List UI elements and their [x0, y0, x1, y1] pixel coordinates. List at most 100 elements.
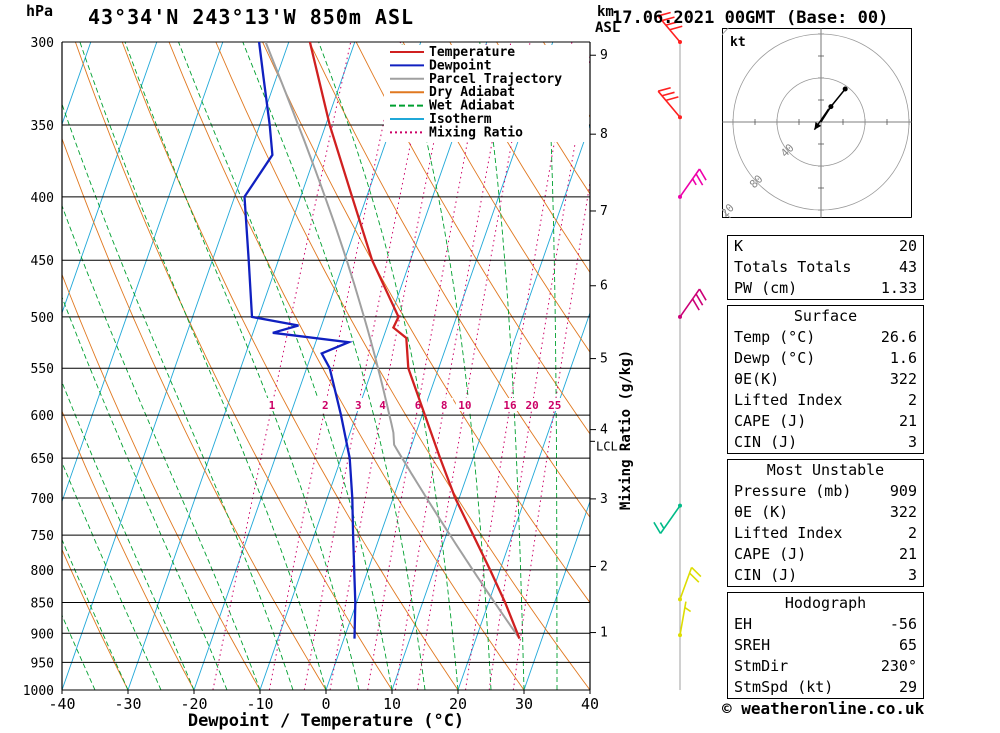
chart-text: ASL [595, 20, 620, 36]
chart-text: 8 [600, 127, 608, 142]
stat-label: CAPE (J) [734, 412, 807, 430]
stat-row: Lifted Index 2 [734, 390, 917, 411]
dry-adiabat-line [637, 42, 715, 690]
mixing-ratio-label-bg [349, 398, 368, 412]
chart-text: 850 [31, 597, 54, 612]
stat-value: 322 [889, 370, 917, 388]
chart-text: Dry Adiabat [429, 85, 515, 100]
stats-table: Hodograph EH -56 SREH 65 StmDir 230° StmSpd (kt… [727, 592, 924, 699]
stat-label: CAPE (J) [734, 545, 807, 563]
stat-value: 3 [907, 433, 917, 451]
chart-text: -40 [48, 695, 75, 713]
stat-label: θE (K) [734, 503, 789, 521]
temperature-line [308, 42, 521, 640]
stat-label: Lifted Index [734, 524, 843, 542]
stat-label: PW (cm) [734, 279, 798, 297]
skewt-chart: 1 2 3 4 6 8 10 16 20 25TemperatureDewpointParcel … [23, 2, 715, 731]
mixing-ratio-label-bg [501, 398, 520, 412]
chart-text: 6 [415, 399, 422, 412]
isotherm-line [391, 122, 590, 690]
stats-table-title: Most Unstable [766, 461, 885, 479]
stat-row: Totals Totals 43 [734, 257, 917, 278]
chart-text: 1 [269, 399, 276, 412]
stats-panel: K 20 Totals Totals 43 PW (cm) 1.33 Surface Temp… [727, 235, 924, 704]
chart-text: Mixing Ratio [429, 125, 523, 140]
mixing-ratio-label-bg [262, 398, 281, 412]
chart-text: -20 [180, 695, 207, 713]
stat-label: SREH [734, 636, 771, 654]
stat-value: -56 [889, 615, 917, 633]
chart-text: -30 [114, 695, 141, 713]
chart-text: 300 [31, 36, 54, 51]
mixing-ratio-label-bg [455, 398, 474, 412]
dry-adiabat-line [62, 410, 195, 690]
chart-text: 40 [581, 695, 599, 713]
chart-text: 1 [600, 626, 608, 641]
stat-value: 909 [889, 482, 917, 500]
stat-value: 43 [898, 258, 917, 276]
wind-barb [679, 288, 701, 318]
stat-value: 3 [907, 566, 917, 584]
chart-text: 800 [31, 564, 54, 579]
chart-text: 10 [383, 695, 401, 713]
chart-text: 20 [526, 399, 539, 412]
chart-text: Dewpoint [429, 58, 492, 73]
axis-labels: hPa3003504004505005506006507007508008509… [23, 2, 634, 731]
mixing-ratio-label-bg [435, 398, 454, 412]
stats-table-title: Surface [793, 307, 858, 325]
dry-adiabat-line [62, 548, 129, 690]
chart-text: Parcel Trajectory [429, 72, 562, 87]
chart-text: 650 [31, 452, 54, 467]
wet-adiabat-line [178, 42, 393, 690]
stat-label: Lifted Index [734, 391, 843, 409]
hodograph-ring [776, 77, 866, 167]
chart-text: 6 [600, 279, 608, 294]
chart-text: 9 [600, 48, 608, 63]
wet-adiabat-line [546, 42, 558, 690]
wind-barb [657, 15, 681, 43]
isotherm-line [259, 42, 488, 690]
stat-row: CIN (J) 3 [734, 432, 917, 453]
chart-text: km [597, 4, 614, 20]
stat-row: StmDir 230° [734, 656, 917, 677]
stat-row: Lifted Index 2 [734, 523, 917, 544]
chart-text: 400 [31, 191, 54, 206]
chart-text: 950 [31, 656, 54, 671]
isotherm-line [193, 42, 422, 690]
dewpoint-line [243, 42, 357, 639]
chart-text: LCL [596, 439, 618, 453]
chart-text: Mixing Ratio (g/kg) [618, 350, 634, 510]
chart-text: hPa [26, 2, 53, 20]
chart-text: 350 [31, 119, 54, 134]
stat-label: CIN (J) [734, 566, 798, 584]
chart-text: 10 [458, 399, 471, 412]
chart-text: 600 [31, 409, 54, 424]
stat-value: 20 [898, 237, 917, 255]
stats-table: Most Unstable Pressure (mb) 909 θE (K) 322 Li… [727, 459, 924, 587]
chart-text: 750 [31, 529, 54, 544]
wind-barbs [653, 11, 707, 690]
stat-value: 230° [880, 657, 917, 675]
wet-adiabat-line [62, 538, 129, 690]
stat-value: 29 [898, 678, 917, 696]
chart-text: Wet Adiabat [429, 99, 515, 114]
wind-barb [679, 168, 701, 198]
copyright: © weatheronline.co.uk [722, 699, 925, 718]
chart-text: 3 [355, 399, 362, 412]
stat-label: StmSpd (kt) [734, 678, 834, 696]
stat-label: CIN (J) [734, 433, 798, 451]
chart-text: 4 [600, 423, 608, 438]
parcel-trajectory-line [264, 42, 521, 640]
stat-value: 1.6 [889, 349, 917, 367]
isotherm-line [62, 42, 158, 315]
chart-text: 700 [31, 492, 54, 507]
chart-text: 3 [600, 492, 608, 507]
chart-text: 5 [600, 352, 608, 367]
chart-text: 500 [31, 311, 54, 326]
wet-adiabat-line [62, 461, 162, 690]
dry-adiabat-line [684, 42, 715, 690]
wind-barb [657, 90, 681, 118]
